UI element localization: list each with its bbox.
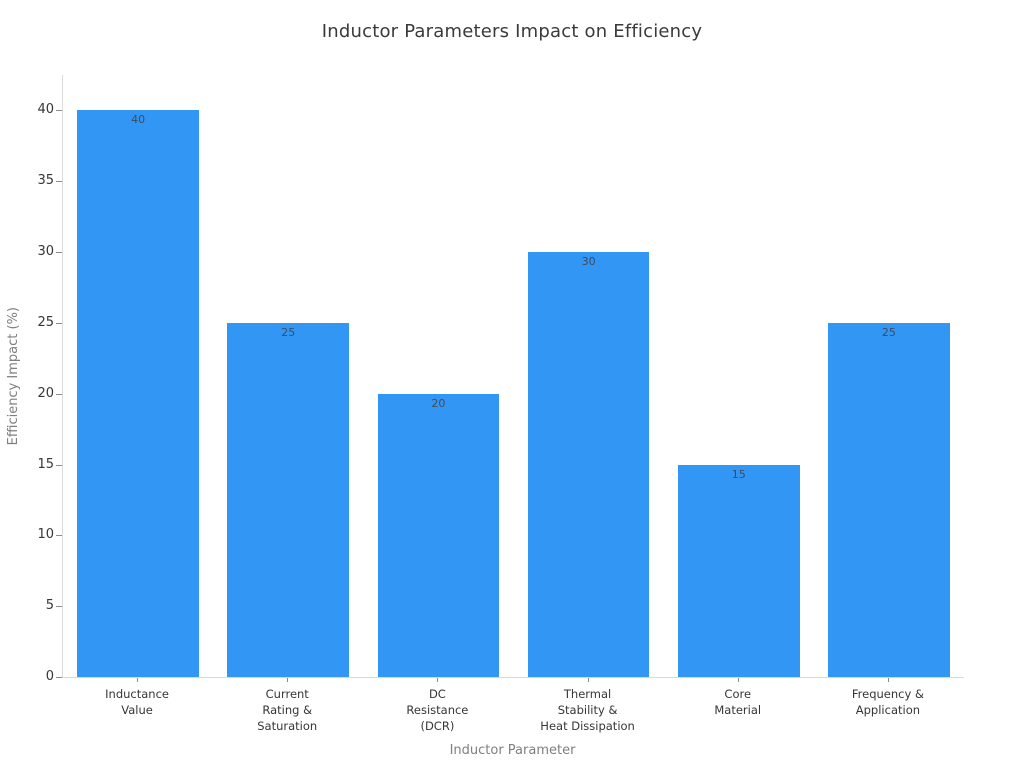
y-tick-mark-30	[56, 252, 62, 254]
x-tick-mark-0	[137, 678, 139, 682]
y-tick-mark-10	[56, 535, 62, 537]
x-category-label-0: Inductance Value	[105, 687, 169, 717]
y-tick-label-25: 25	[37, 314, 54, 330]
bar-3: 30	[527, 252, 650, 677]
y-tick-label-40: 40	[37, 102, 54, 118]
y-tick-mark-15	[56, 464, 62, 466]
y-axis-title-wrap: Efficiency Impact (%)	[6, 75, 21, 677]
x-category-label-5: Frequency & Application	[851, 687, 924, 717]
y-tick-label-10: 10	[37, 527, 54, 543]
x-category-label-3: Thermal Stability & Heat Dissipation	[540, 687, 635, 733]
bar-value-label-0: 40	[131, 113, 146, 127]
bar-0: 40	[77, 110, 199, 677]
bar-value-label-3: 30	[581, 255, 596, 269]
y-tick-mark-0	[56, 677, 62, 678]
bar-5: 25	[828, 322, 950, 677]
bar-1: 25	[227, 322, 350, 677]
bar-value-label-2: 20	[431, 396, 446, 410]
x-tick-mark-5	[887, 678, 889, 682]
chart-title: Inductor Parameters Impact on Efficiency	[321, 21, 703, 42]
bar-value-label-1: 25	[281, 325, 296, 339]
y-tick-label-0: 0	[45, 669, 54, 684]
y-tick-label-30: 30	[37, 244, 54, 260]
y-tick-label-20: 20	[37, 385, 54, 401]
y-tick-mark-25	[56, 322, 62, 324]
x-category-label-2: DC Resistance (DCR)	[406, 687, 469, 733]
bar-2: 20	[377, 393, 500, 677]
bar-value-label-5: 25	[881, 325, 896, 339]
x-tick-mark-2	[437, 678, 439, 682]
y-tick-label-35: 35	[37, 173, 54, 189]
bar-4: 15	[677, 464, 800, 677]
x-category-label-4: Core Material	[714, 687, 762, 717]
y-tick-mark-5	[56, 606, 62, 608]
x-tick-mark-4	[737, 678, 739, 682]
y-tick-label-5: 5	[45, 598, 54, 614]
x-tick-mark-1	[287, 678, 289, 682]
y-tick-mark-20	[56, 393, 62, 395]
plot-area: 40 25 20 30 15 25	[62, 75, 964, 678]
y-tick-mark-40	[56, 110, 62, 112]
x-category-label-1: Current Rating & Saturation	[257, 687, 318, 733]
y-tick-mark-35	[56, 181, 62, 183]
x-tick-mark-3	[587, 678, 589, 682]
x-axis-title: Inductor Parameter	[449, 743, 576, 758]
bar-value-label-4: 15	[731, 467, 746, 481]
y-tick-label-15: 15	[37, 456, 54, 472]
